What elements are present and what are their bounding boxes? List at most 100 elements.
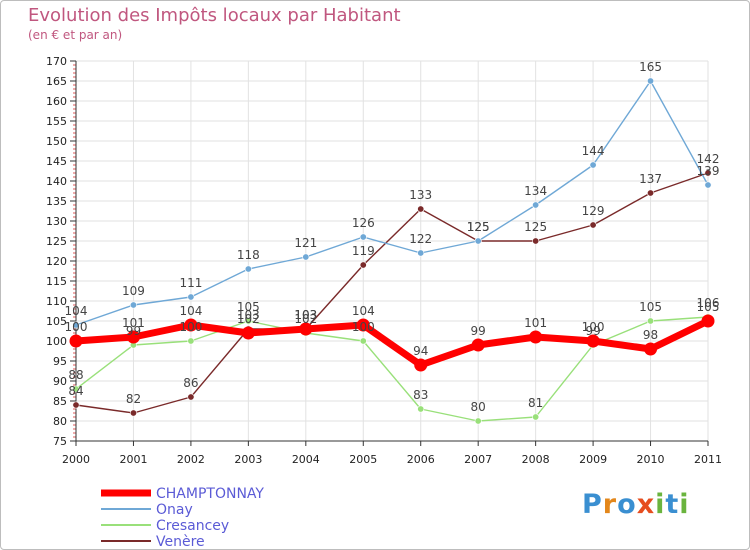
data-label: 104 xyxy=(179,304,202,318)
data-point xyxy=(187,337,195,345)
y-tick-label: 150 xyxy=(46,135,67,148)
x-tick-label: 2002 xyxy=(177,453,205,466)
x-tick-label: 2000 xyxy=(62,453,90,466)
y-tick-label: 160 xyxy=(46,95,67,108)
data-point xyxy=(72,401,80,409)
data-point xyxy=(129,301,137,309)
data-label: 111 xyxy=(179,276,202,290)
data-label: 105 xyxy=(237,300,260,314)
y-tick-label: 165 xyxy=(46,75,67,88)
data-label: 83 xyxy=(413,388,428,402)
data-point xyxy=(644,342,658,356)
x-tick-label: 2008 xyxy=(522,453,550,466)
y-tick-label: 140 xyxy=(46,175,67,188)
data-label: 100 xyxy=(582,320,605,334)
x-tick-label: 2010 xyxy=(637,453,665,466)
data-point xyxy=(187,293,195,301)
legend-label: Onay xyxy=(156,502,193,518)
data-point xyxy=(647,189,655,197)
data-label: 86 xyxy=(183,376,198,390)
data-point xyxy=(704,181,712,189)
x-tick-label: 2006 xyxy=(407,453,435,466)
data-point xyxy=(69,334,83,348)
series-line-onay xyxy=(75,80,709,326)
data-point xyxy=(589,221,597,229)
data-point xyxy=(532,413,540,421)
data-label: 102 xyxy=(237,312,260,326)
data-point xyxy=(72,385,80,393)
data-label: 119 xyxy=(352,244,375,258)
data-label: 80 xyxy=(471,400,486,414)
data-label: 129 xyxy=(582,204,605,218)
data-label: 103 xyxy=(237,308,260,322)
y-tick-label: 155 xyxy=(46,115,67,128)
data-label: 133 xyxy=(409,188,432,202)
data-label: 100 xyxy=(65,320,88,334)
legend-label: Cresancey xyxy=(156,518,229,534)
y-tick-label: 85 xyxy=(53,395,67,408)
data-label: 99 xyxy=(471,324,486,338)
data-label: 126 xyxy=(352,216,375,230)
data-point xyxy=(187,393,195,401)
data-point xyxy=(647,317,655,325)
data-label: 165 xyxy=(639,60,662,74)
data-label: 104 xyxy=(65,304,88,318)
data-label: 98 xyxy=(643,328,658,342)
data-label: 139 xyxy=(697,164,720,178)
x-tick-label: 2005 xyxy=(349,453,377,466)
y-tick-label: 110 xyxy=(46,295,67,308)
grid xyxy=(75,60,709,442)
y-tick-label: 75 xyxy=(53,435,67,448)
data-point xyxy=(417,405,425,413)
data-label: 142 xyxy=(697,152,720,166)
data-label: 100 xyxy=(352,320,375,334)
data-label: 144 xyxy=(582,144,605,158)
data-label: 122 xyxy=(409,232,432,246)
data-point xyxy=(244,265,252,273)
axes: 7580859095100105110115120125130135140145… xyxy=(46,55,722,466)
data-point xyxy=(359,337,367,345)
data-point xyxy=(586,334,600,348)
data-point xyxy=(129,409,137,417)
data-point xyxy=(701,314,715,328)
proxiti-logo: Proxiti xyxy=(582,489,690,520)
x-tick-label: 2009 xyxy=(579,453,607,466)
y-tick-label: 170 xyxy=(46,55,67,68)
data-label: 109 xyxy=(122,284,145,298)
data-point xyxy=(241,326,255,340)
data-point xyxy=(532,237,540,245)
data-label: 99 xyxy=(585,324,600,338)
data-label: 101 xyxy=(524,316,547,330)
data-label: 125 xyxy=(467,220,490,234)
y-tick-label: 95 xyxy=(53,355,67,368)
data-point xyxy=(417,249,425,257)
data-label: 104 xyxy=(352,304,375,318)
y-tick-label: 80 xyxy=(53,415,67,428)
data-point xyxy=(471,338,485,352)
y-tick-label: 120 xyxy=(46,255,67,268)
series-lines xyxy=(69,77,715,425)
data-point xyxy=(359,261,367,269)
data-label: 106 xyxy=(697,296,720,310)
data-label: 103 xyxy=(294,308,317,322)
data-point xyxy=(474,417,482,425)
data-label: 134 xyxy=(524,184,547,198)
data-label: 137 xyxy=(639,172,662,186)
y-tick-label: 135 xyxy=(46,195,67,208)
data-label: 105 xyxy=(697,300,720,314)
data-point xyxy=(244,317,252,325)
data-point xyxy=(302,253,310,261)
x-tick-label: 2007 xyxy=(464,453,492,466)
y-tick-label: 90 xyxy=(53,375,67,388)
series-line-venère xyxy=(75,172,709,414)
data-point xyxy=(126,330,140,344)
data-point xyxy=(72,321,80,329)
chart-title: Evolution des Impôts locaux par Habitant xyxy=(28,5,401,26)
data-label: 84 xyxy=(68,384,83,398)
data-point xyxy=(299,322,313,336)
data-label: 125 xyxy=(524,220,547,234)
legend-label: CHAMPTONNAY xyxy=(156,486,264,502)
